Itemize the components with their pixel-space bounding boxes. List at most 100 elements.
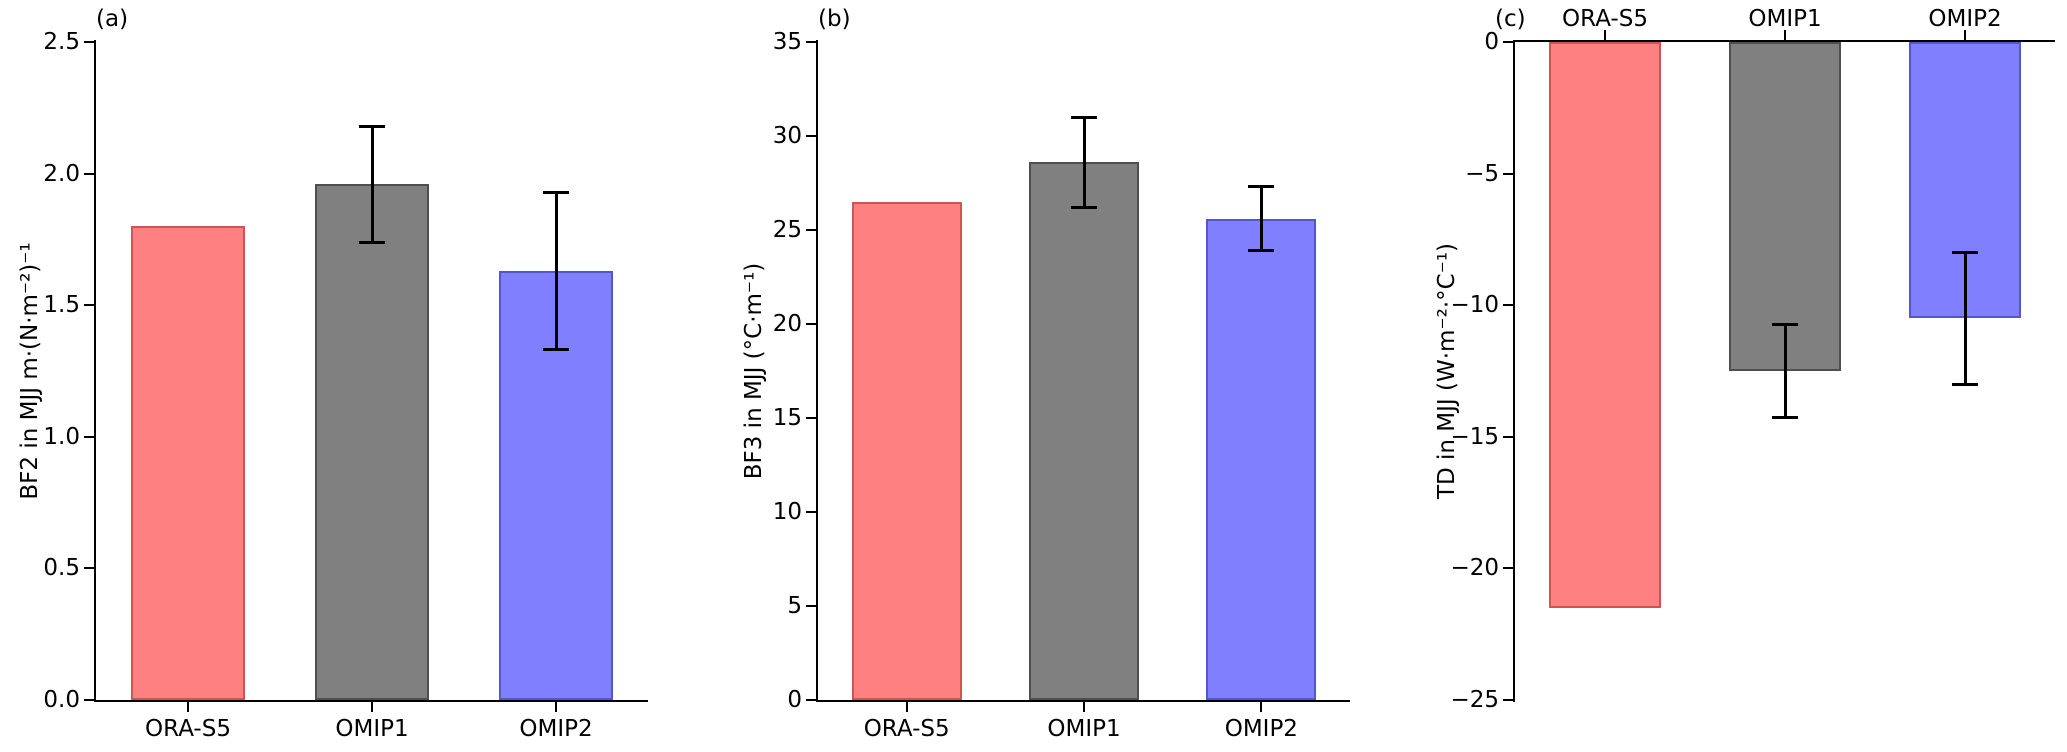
y-tick-label: −5 xyxy=(1465,160,1499,187)
y-tick-label: −20 xyxy=(1450,555,1499,582)
y-tick xyxy=(1503,567,1513,570)
error-bar-cap xyxy=(543,348,569,352)
x-tick xyxy=(1260,702,1263,712)
bar-ora-s5 xyxy=(130,226,246,700)
y-tick xyxy=(84,699,94,701)
x-tick-label-omip2: OMIP2 xyxy=(519,716,593,742)
y-tick xyxy=(806,229,816,231)
panel-c: (c) TD in MJJ (W·m⁻²·°C⁻¹) 0 −5 −10 −15 −20 −… xyxy=(1378,0,2067,752)
y-tick-label: 2.5 xyxy=(43,29,80,55)
x-tick xyxy=(371,702,373,712)
x-tick-label-omip1: OMIP1 xyxy=(1748,6,1822,32)
error-bar-cap xyxy=(543,190,569,194)
y-tick xyxy=(1503,304,1513,307)
panel-b-plot-area: 0 5 10 15 20 25 30 35 ORA-S5 OMIP1 OMIP2 xyxy=(773,29,1350,742)
error-bar-line xyxy=(1259,186,1263,251)
y-tick xyxy=(806,323,816,325)
error-bar-cap xyxy=(359,240,385,244)
y-tick xyxy=(1503,699,1513,701)
y-tick xyxy=(806,605,816,607)
x-tick xyxy=(187,702,189,712)
bar-omip2 xyxy=(1206,218,1317,700)
x-tick xyxy=(1964,30,1966,40)
y-axis-spine xyxy=(816,40,818,702)
panel-c-plot-area: 0 −5 −10 −15 −20 −25 ORA-S5 OMIP1 OMIP2 xyxy=(1450,6,2055,713)
x-axis-spine xyxy=(816,700,1350,702)
y-tick-label: 20 xyxy=(772,311,802,337)
x-tick-label-omip1: OMIP1 xyxy=(335,716,409,742)
y-tick-label: 0 xyxy=(1484,29,1499,55)
panel-a-letter: (a) xyxy=(96,6,129,32)
panel-a-plot-area: 0.0 0.5 1.0 1.5 2.0 2.5 ORA-S5 OMIP1 OMIP2 xyxy=(43,29,648,742)
bar-omip1 xyxy=(314,184,430,700)
panel-b-y-axis-label: BF3 in MJJ (°C·m⁻¹) xyxy=(741,262,767,480)
x-tick xyxy=(1784,30,1786,40)
y-tick-label: 0.0 xyxy=(43,687,80,713)
error-bar-cap xyxy=(359,124,385,128)
y-tick-label: 5 xyxy=(787,593,802,619)
panel-b: (b) BF3 in MJJ (°C·m⁻¹) 0 5 10 15 20 25 30 35 OR… xyxy=(689,0,1378,752)
y-tick-label: −15 xyxy=(1450,423,1499,450)
y-tick xyxy=(84,304,94,307)
x-tick-label-ora-s5: ORA-S5 xyxy=(145,716,231,742)
error-bar-cap xyxy=(1248,249,1275,253)
y-tick xyxy=(84,41,94,43)
panel-a: (a) BF2 in MJJ m·(N·m⁻²)⁻¹ 0.0 0.5 1.0 1.5 2… xyxy=(0,0,689,752)
y-tick-label: 1.0 xyxy=(43,423,80,450)
y-tick xyxy=(1503,172,1513,175)
x-axis-spine xyxy=(94,700,648,702)
y-tick-label: 2.0 xyxy=(43,160,80,187)
y-tick-label: 15 xyxy=(772,405,802,431)
error-bar-line xyxy=(1963,252,1967,385)
y-tick xyxy=(806,41,816,43)
bar-ora-s5 xyxy=(851,201,962,700)
y-tick xyxy=(84,567,94,570)
error-bar-cap xyxy=(1772,323,1798,327)
x-tick xyxy=(1604,30,1606,40)
y-tick xyxy=(806,699,816,701)
x-tick-label-omip2: OMIP2 xyxy=(1928,6,2002,32)
y-tick-label: 35 xyxy=(772,29,802,55)
x-tick-label-ora-s5: ORA-S5 xyxy=(1562,6,1648,32)
y-tick-label: 0 xyxy=(787,687,802,713)
error-bar-line xyxy=(554,192,558,350)
y-tick xyxy=(806,511,816,513)
error-bar-cap xyxy=(1952,382,1978,386)
y-tick-label: 25 xyxy=(772,217,802,243)
x-tick xyxy=(905,702,908,712)
error-bar-cap xyxy=(1952,251,1978,255)
y-tick xyxy=(806,135,816,137)
panel-a-y-axis-label: BF2 in MJJ m·(N·m⁻²)⁻¹ xyxy=(17,242,43,500)
error-bar-cap xyxy=(1772,415,1798,419)
y-tick-label: 1.5 xyxy=(43,292,80,319)
y-axis-spine xyxy=(94,40,96,702)
y-tick xyxy=(1503,435,1513,438)
y-tick-label: 0.5 xyxy=(43,555,80,582)
error-bar-cap xyxy=(1248,185,1275,189)
panel-b-letter: (b) xyxy=(818,6,851,32)
bar-omip1 xyxy=(1729,42,1841,371)
bar-ora-s5 xyxy=(1549,42,1661,608)
x-axis-spine xyxy=(1513,40,2055,42)
y-tick-label: −10 xyxy=(1450,292,1499,319)
error-bar-line xyxy=(370,126,374,243)
y-axis-spine xyxy=(1513,40,1515,702)
x-tick-label-omip2: OMIP2 xyxy=(1224,716,1298,742)
x-tick-label-omip1: OMIP1 xyxy=(1047,716,1121,742)
x-tick xyxy=(1083,702,1085,712)
y-tick-label: 10 xyxy=(772,499,802,525)
error-bar-line xyxy=(1082,117,1086,208)
y-tick-label: 30 xyxy=(772,123,802,149)
y-tick xyxy=(84,435,94,438)
y-tick xyxy=(806,417,816,419)
bar-omip1 xyxy=(1029,162,1139,700)
x-tick xyxy=(555,702,557,712)
y-tick-label: −25 xyxy=(1450,687,1499,713)
panel-c-letter: (c) xyxy=(1495,6,1526,32)
y-tick xyxy=(1503,41,1513,43)
panel-c-y-axis-label: TD in MJJ (W·m⁻²·°C⁻¹) xyxy=(1434,242,1460,500)
x-tick-label-ora-s5: ORA-S5 xyxy=(863,716,950,742)
error-bar-line xyxy=(1783,324,1787,418)
error-bar-cap xyxy=(1071,205,1097,209)
